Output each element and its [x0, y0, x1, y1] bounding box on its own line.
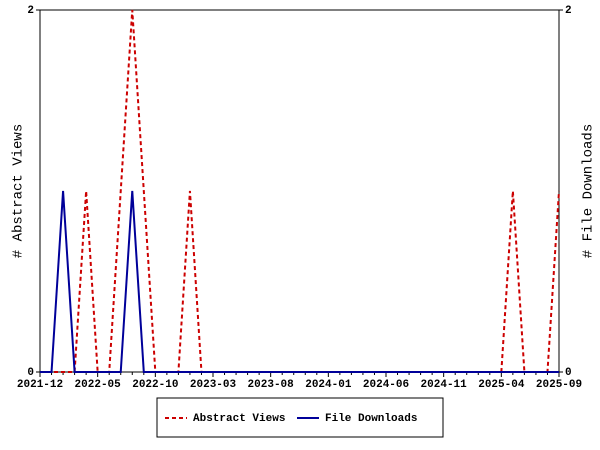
- x-tick-label: 2024-11: [421, 379, 468, 391]
- legend-label: Abstract Views: [193, 413, 285, 425]
- x-tick-label: 2021-12: [17, 379, 63, 391]
- x-tick-label: 2025-09: [536, 379, 582, 391]
- x-tick-label: 2024-06: [363, 379, 409, 391]
- y-axis-title: # Abstract Views: [11, 124, 27, 258]
- y2-tick-label: 0: [565, 367, 572, 379]
- y2-axis-title: # File Downloads: [581, 124, 597, 258]
- legend-label: File Downloads: [325, 413, 417, 425]
- series-line: [40, 9, 560, 373]
- x-tick-label: 2025-04: [478, 379, 525, 391]
- x-tick-label: 2023-03: [190, 379, 237, 391]
- x-tick-label: 2022-05: [75, 379, 122, 391]
- plot-frame: [39, 9, 560, 373]
- x-tick-label: 2022-10: [132, 379, 178, 391]
- y2-tick-label: 2: [565, 5, 572, 17]
- y-tick-label: 2: [27, 5, 34, 17]
- y-tick-label: 0: [27, 367, 34, 379]
- series-line: [40, 190, 559, 373]
- x-tick-label: 2024-01: [305, 379, 352, 391]
- x-tick-label: 2023-08: [248, 379, 295, 391]
